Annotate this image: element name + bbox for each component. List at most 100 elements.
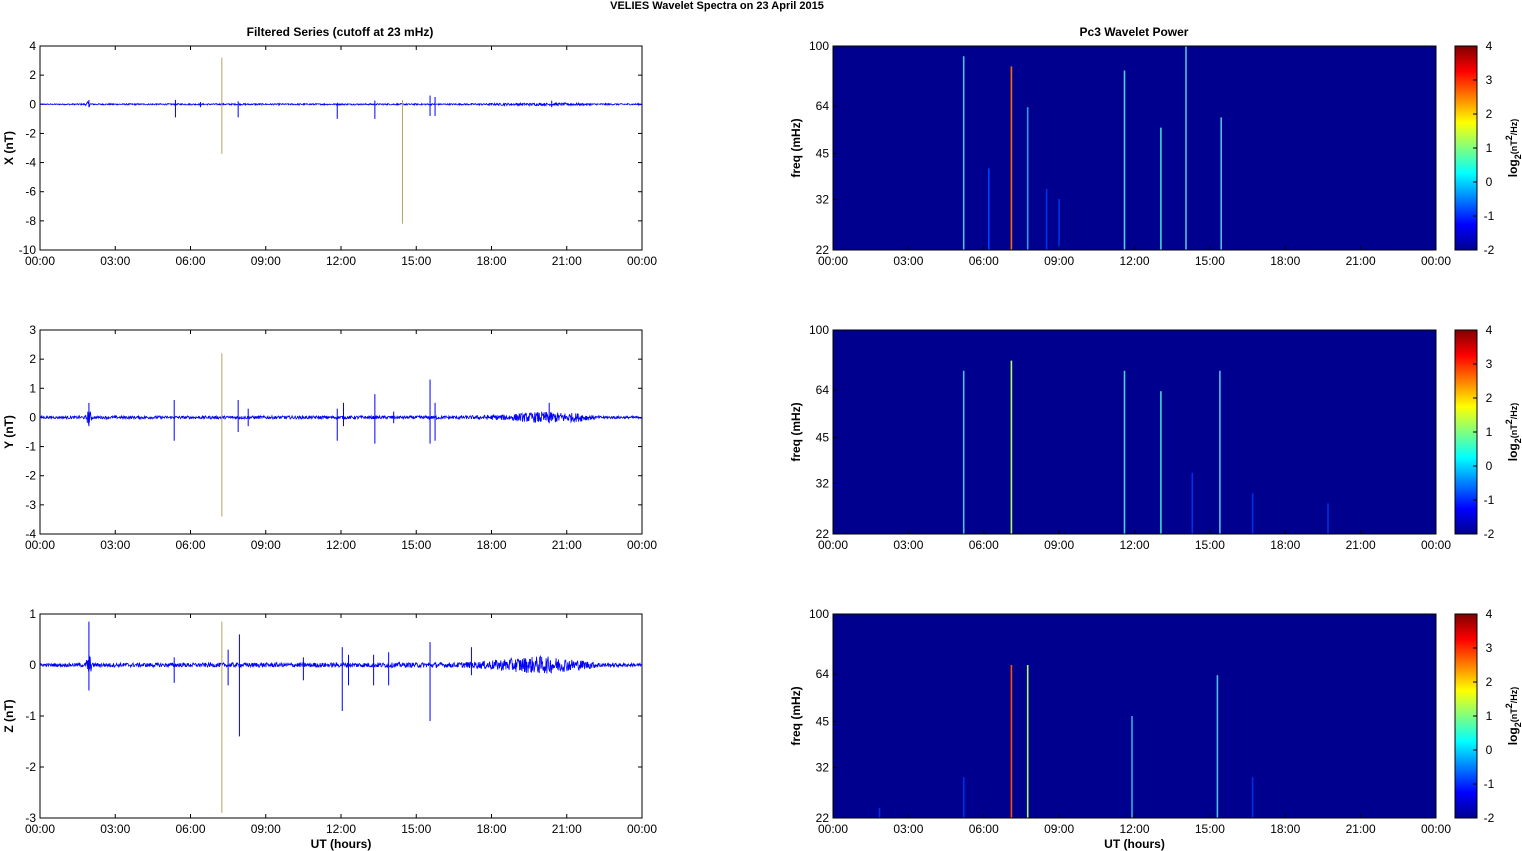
y-tick-label: 100 <box>809 323 829 337</box>
x-tick-label: 09:00 <box>251 822 281 836</box>
y-tick-label: 22 <box>816 243 830 257</box>
spectrogram-background <box>833 614 1436 818</box>
x-tick-label: 12:00 <box>326 822 356 836</box>
y-axis-label: Y (nT) <box>2 415 16 449</box>
x-tick-label: 06:00 <box>175 538 205 552</box>
spectral-event <box>1191 472 1194 534</box>
x-tick-label: 12:00 <box>1119 254 1149 268</box>
x-tick-label: 21:00 <box>552 822 582 836</box>
spectral-event <box>1045 188 1048 250</box>
colorbar-tick-label: 3 <box>1486 357 1493 371</box>
x-tick-label: 09:00 <box>1044 822 1074 836</box>
spectral-event <box>1010 665 1013 818</box>
spectral-event <box>1219 370 1221 534</box>
x-tick-label: 06:00 <box>969 822 999 836</box>
y-tick-label: 45 <box>816 147 830 161</box>
x-tick-label: 00:00 <box>627 538 657 552</box>
spectral-event <box>1026 107 1029 250</box>
spectrogram-background <box>833 46 1436 250</box>
y-tick-label: 3 <box>29 323 36 337</box>
y-tick-label: -3 <box>25 811 36 825</box>
y-tick-label: -6 <box>25 185 36 199</box>
y-tick-label: 0 <box>29 97 36 111</box>
y-tick-label: 32 <box>816 193 830 207</box>
spectral-event <box>1216 675 1219 818</box>
y-tick-label: 45 <box>816 715 830 729</box>
colorbar-tick-label: 4 <box>1486 607 1493 621</box>
y-tick-label: -1 <box>25 440 36 454</box>
x-tick-label: 03:00 <box>893 254 923 268</box>
y-tick-label: -8 <box>25 214 36 228</box>
spectral-event <box>1160 391 1162 534</box>
x-tick-label: 21:00 <box>1346 822 1376 836</box>
colorbar-tick-label: 0 <box>1486 743 1493 757</box>
colorbar-tick-label: 3 <box>1486 641 1493 655</box>
x-tick-label: 09:00 <box>1044 538 1074 552</box>
series-trace <box>39 411 643 425</box>
y-tick-label: 100 <box>809 39 829 53</box>
x-tick-label: 15:00 <box>1195 254 1225 268</box>
colorbar-tick-label: -1 <box>1484 777 1495 791</box>
x-tick-label: 09:00 <box>251 254 281 268</box>
colorbar-tick-label: -2 <box>1484 527 1495 541</box>
colorbar-tick-label: 2 <box>1486 107 1493 121</box>
x-tick-label: 06:00 <box>969 538 999 552</box>
x-tick-label: 21:00 <box>1346 538 1376 552</box>
colorbar-tick-label: -2 <box>1484 811 1495 825</box>
x-tick-label: 00:00 <box>818 254 848 268</box>
spectral-event <box>1160 127 1162 250</box>
y-tick-label: 22 <box>816 527 830 541</box>
colorbar-tick-label: -1 <box>1484 493 1495 507</box>
spectral-event <box>1251 777 1254 818</box>
x-tick-label: 21:00 <box>552 538 582 552</box>
x-tick-label: 21:00 <box>552 254 582 268</box>
x-tick-label: 12:00 <box>1119 822 1149 836</box>
spectral-event <box>1058 199 1060 250</box>
spectral-event <box>1010 360 1013 534</box>
colorbar-tick-label: 1 <box>1486 141 1493 155</box>
colorbar-tick-label: 4 <box>1486 39 1493 53</box>
y-tick-label: 64 <box>816 383 830 397</box>
x-tick-label: 00:00 <box>1421 538 1451 552</box>
y-tick-label: -4 <box>25 527 36 541</box>
y-tick-label: -3 <box>25 498 36 512</box>
x-tick-label: 00:00 <box>818 822 848 836</box>
spectral-event <box>878 807 881 818</box>
x-tick-label: 18:00 <box>476 822 506 836</box>
series-axes-frame <box>39 613 643 819</box>
y-tick-label: 64 <box>816 667 830 681</box>
y-tick-label: -2 <box>25 469 36 483</box>
x-tick-label: 12:00 <box>1119 538 1149 552</box>
spectral-event <box>1123 70 1126 250</box>
x-tick-label: 15:00 <box>401 822 431 836</box>
colorbar-tick-label: 0 <box>1486 175 1493 189</box>
series-axes-frame <box>39 329 643 535</box>
x-tick-label: 00:00 <box>25 538 55 552</box>
y-tick-label: 64 <box>816 99 830 113</box>
y-tick-label: -2 <box>25 760 36 774</box>
y-axis-label: freq (mHz) <box>789 118 803 177</box>
x-tick-label: 06:00 <box>175 254 205 268</box>
y-axis-label: freq (mHz) <box>789 402 803 461</box>
y-axis-label: X (nT) <box>2 131 16 165</box>
x-tick-label: 12:00 <box>326 538 356 552</box>
x-tick-label: 21:00 <box>1346 254 1376 268</box>
y-tick-label: 32 <box>816 477 830 491</box>
y-axis-label: Z (nT) <box>2 699 16 732</box>
spectral-event <box>1327 503 1329 534</box>
x-tick-label: 09:00 <box>251 538 281 552</box>
x-tick-label: 00:00 <box>1421 822 1451 836</box>
colorbar-tick-label: 0 <box>1486 459 1493 473</box>
x-tick-label: 18:00 <box>1270 538 1300 552</box>
colorbar-tick-label: 1 <box>1486 425 1493 439</box>
x-tick-label: 03:00 <box>893 822 923 836</box>
x-tick-label: 00:00 <box>25 822 55 836</box>
y-tick-label: 1 <box>29 607 36 621</box>
y-tick-label: 1 <box>29 381 36 395</box>
x-tick-label: 15:00 <box>1195 538 1225 552</box>
x-tick-label: 12:00 <box>326 254 356 268</box>
x-tick-label: 15:00 <box>1195 822 1225 836</box>
y-tick-label: 100 <box>809 607 829 621</box>
colorbar-tick-label: 2 <box>1486 391 1493 405</box>
y-tick-label: -10 <box>19 243 37 257</box>
